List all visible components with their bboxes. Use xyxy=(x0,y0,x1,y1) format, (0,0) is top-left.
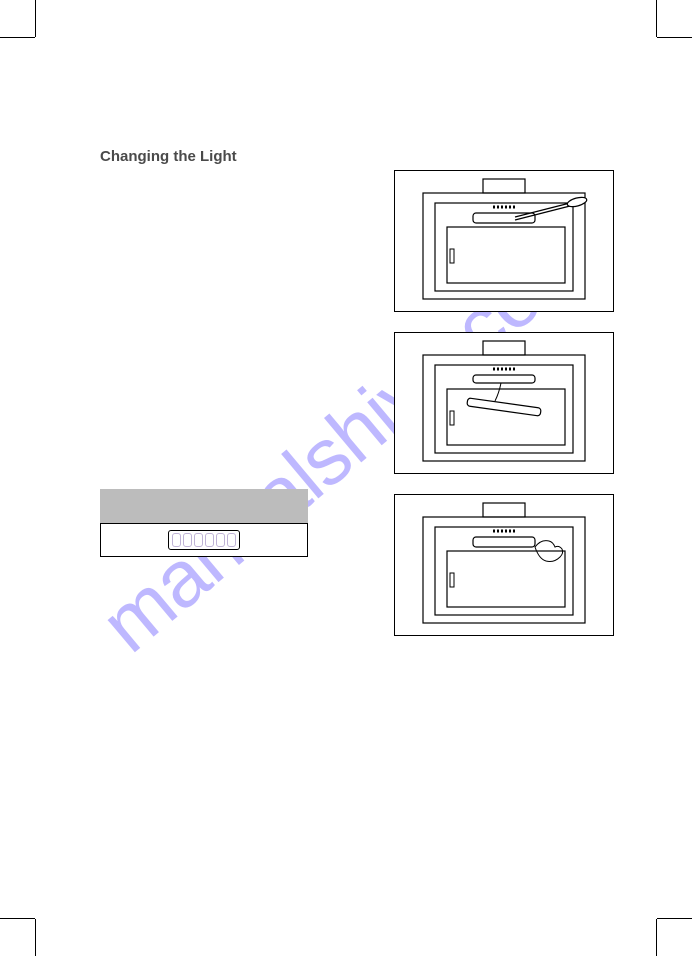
button-row xyxy=(168,530,240,550)
diagram-step1 xyxy=(394,170,614,312)
panel-button-icon xyxy=(183,533,192,547)
panel-bottom-strip xyxy=(100,523,308,557)
crop-mark xyxy=(656,919,657,956)
panel-button-icon xyxy=(216,533,225,547)
crop-mark xyxy=(657,918,692,919)
crop-mark xyxy=(656,0,657,37)
crop-mark xyxy=(35,919,36,956)
diagram-step3-svg xyxy=(395,495,613,635)
crop-mark xyxy=(0,918,35,919)
control-panel-figure xyxy=(100,489,308,557)
diagram-step2-svg xyxy=(395,333,613,473)
page-heading: Changing the Light xyxy=(100,148,237,165)
crop-mark xyxy=(35,0,36,37)
panel-button-icon xyxy=(194,533,203,547)
document-page: manualshive.com Changing the Light xyxy=(0,0,692,956)
diagram-step2 xyxy=(394,332,614,474)
panel-button-icon xyxy=(172,533,181,547)
panel-top-strip xyxy=(100,489,308,523)
diagram-step1-svg xyxy=(395,171,613,311)
crop-mark xyxy=(657,37,692,38)
crop-mark xyxy=(0,37,35,38)
diagram-step3 xyxy=(394,494,614,636)
panel-button-icon xyxy=(227,533,236,547)
panel-button-icon xyxy=(205,533,214,547)
